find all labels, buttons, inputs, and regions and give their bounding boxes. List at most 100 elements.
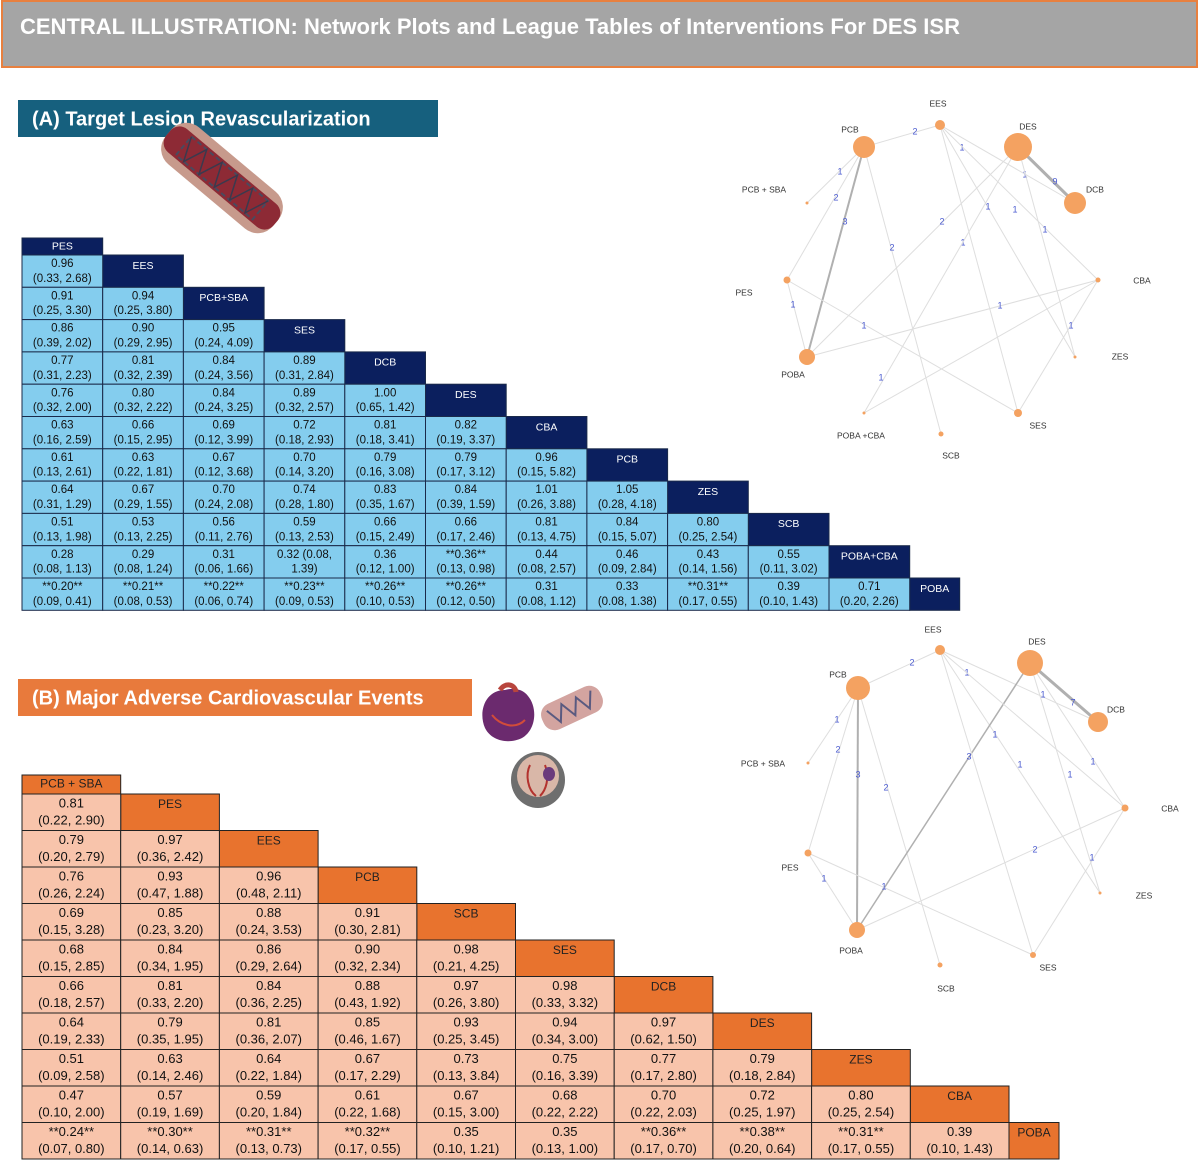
estimate: 0.39 (777, 581, 799, 593)
diagonal-cell (1008, 1122, 1060, 1160)
estimate: 0.66 (132, 420, 154, 432)
network-node (799, 349, 815, 365)
network-node (935, 645, 945, 655)
interval: (0.17, 0.70) (630, 1141, 697, 1156)
interval: (0.43, 1.92) (334, 995, 401, 1010)
node-label: EES (924, 624, 941, 634)
interval: (0.13, 0.98) (436, 564, 495, 576)
interval: (0.17, 0.55) (679, 596, 738, 608)
estimate: 0.93 (157, 869, 182, 884)
estimate: 0.71 (858, 581, 880, 593)
section-b-title: (B) Major Adverse Cardiovascular Events (32, 687, 424, 709)
treatment-label: SES (294, 324, 315, 336)
estimate: **0.26** (446, 581, 487, 593)
interval: (0.35, 1.95) (137, 1031, 204, 1046)
estimate: 0.84 (213, 387, 236, 399)
interval: (0.06, 0.74) (194, 596, 253, 608)
league-cell (613, 1122, 714, 1160)
estimate: **0.23** (284, 581, 325, 593)
estimate: 1.00 (374, 387, 396, 399)
estimate: **0.21** (123, 581, 164, 593)
league-cell (21, 545, 104, 579)
estimate: 0.81 (374, 420, 396, 432)
network-edge (806, 146, 865, 358)
interval: (0.29, 2.64) (236, 958, 303, 973)
league-cell (21, 448, 104, 482)
node-label: ZES (1112, 351, 1129, 361)
network-node (1017, 650, 1043, 676)
node-label: DES (1019, 121, 1037, 131)
node-label: SCB (937, 983, 955, 993)
league-cell (586, 545, 669, 579)
interval: (0.36, 2.07) (236, 1031, 303, 1046)
interval: (0.22, 1.81) (114, 467, 173, 479)
edge-label: 1 (1012, 204, 1017, 214)
league-cell (416, 1049, 516, 1087)
league-cell (667, 545, 749, 579)
league-cell (416, 1085, 516, 1123)
league-cell (811, 1085, 911, 1123)
interval: (0.35, 1.67) (356, 499, 415, 511)
estimate: **0.30** (147, 1124, 193, 1139)
network-node (935, 120, 945, 130)
interval: (0.22, 2.03) (630, 1104, 697, 1119)
interval: (0.08, 1.12) (517, 596, 576, 608)
edge-label: 1 (834, 714, 839, 724)
header-box (1, 0, 1198, 68)
estimate: **0.31** (246, 1124, 292, 1139)
edge-label: 9 (1052, 176, 1057, 186)
estimate: 0.74 (293, 484, 316, 496)
node-label: PCB + SBA (741, 758, 786, 768)
interval: (0.22, 2.22) (532, 1104, 599, 1119)
league-cell (263, 351, 346, 385)
network-node (937, 962, 943, 968)
league-cell (505, 480, 588, 514)
league-cell (515, 1012, 615, 1050)
interval: (0.32, 2.57) (275, 402, 334, 414)
interval: (0.13, 0.73) (236, 1141, 303, 1156)
node-label: POBA +CBA (837, 430, 885, 440)
network-edge (1017, 146, 1076, 358)
interval: (0.13, 2.61) (33, 467, 92, 479)
estimate: 0.79 (455, 452, 477, 464)
league-cell (747, 545, 830, 579)
edge-label: 1 (837, 166, 842, 176)
estimate: 0.72 (293, 420, 315, 432)
league-cell (21, 1085, 122, 1123)
interval: (0.16, 3.08) (356, 467, 415, 479)
estimate: 0.66 (59, 978, 84, 993)
brain-icon (511, 752, 565, 808)
treatment-label: EES (133, 260, 154, 272)
treatment-label: CBA (947, 1089, 972, 1103)
interval: (0.16, 2.59) (33, 434, 92, 446)
interval: (0.12, 3.68) (194, 467, 253, 479)
treatment-label: PCB + SBA (40, 777, 102, 791)
estimate: **0.32** (345, 1124, 391, 1139)
network-node (1014, 409, 1022, 417)
estimate: **0.31** (688, 581, 729, 593)
estimate: 0.88 (256, 905, 281, 920)
estimate: 0.59 (293, 516, 315, 528)
estimate: 0.91 (51, 290, 73, 302)
estimate: 0.64 (51, 484, 74, 496)
estimate: 0.57 (157, 1088, 182, 1103)
estimate: 0.94 (552, 1015, 577, 1030)
estimate: 0.79 (157, 1015, 182, 1030)
interval: (0.22, 2.90) (38, 812, 105, 827)
league-cell (218, 866, 319, 904)
diagonal-cell (747, 512, 830, 547)
interval: (0.20, 0.64) (729, 1141, 796, 1156)
estimate: **0.36** (641, 1124, 687, 1139)
league-cell (747, 577, 830, 611)
interval: (0.17, 0.55) (828, 1141, 895, 1156)
treatment-label: POBA (920, 583, 949, 595)
interval: (0.28, 4.18) (598, 499, 657, 511)
interval: (0.48, 2.11) (236, 885, 302, 900)
network-node (853, 136, 875, 158)
estimate: 0.69 (213, 420, 235, 432)
league-cell (120, 866, 220, 904)
estimate: 0.70 (213, 484, 235, 496)
estimate: 0.51 (59, 1051, 84, 1066)
diagonal-cell (667, 480, 749, 514)
interval: (0.10, 1.43) (759, 596, 818, 608)
